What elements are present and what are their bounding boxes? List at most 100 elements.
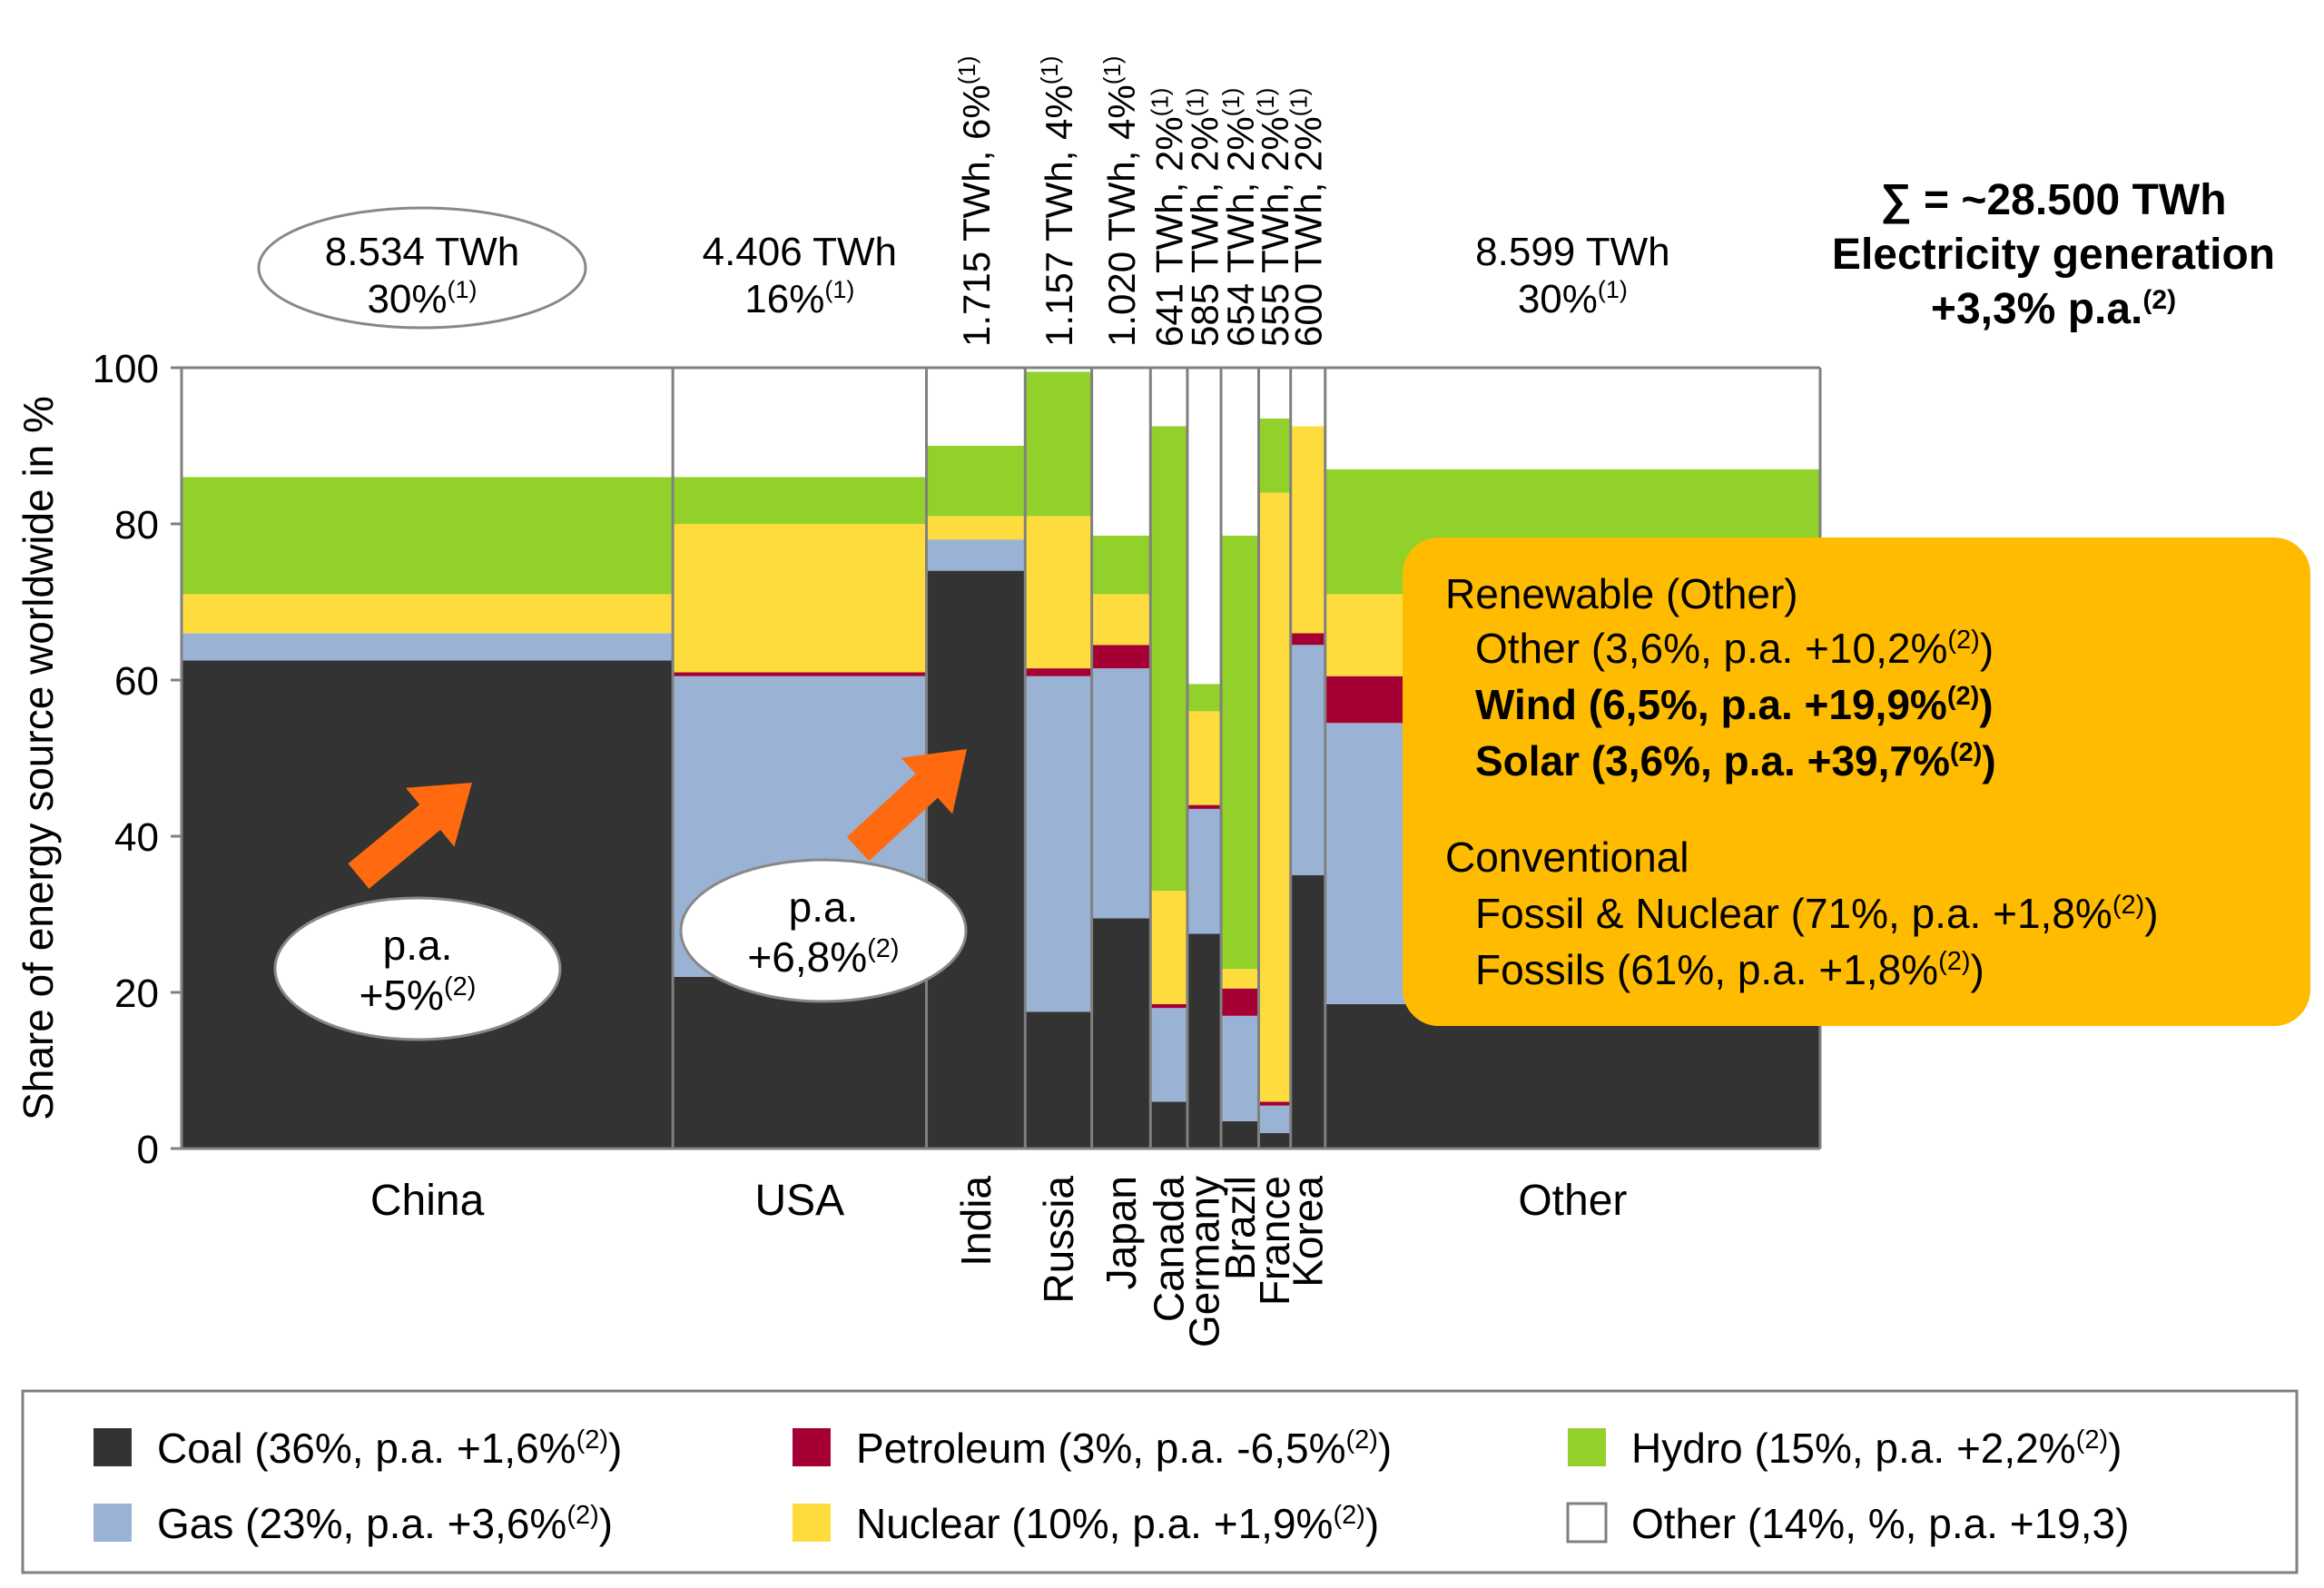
bar-brazil-nuclear [1221,969,1259,989]
y-tick-label: 40 [114,815,159,860]
y-tick-label: 0 [137,1128,159,1172]
bar-canada-hydro [1150,426,1187,892]
top-label-france: 555 TWh, 2%(1) [1252,88,1296,347]
x-label-india: India [952,1176,1000,1267]
growth-bubble-usa [679,858,968,1003]
top-label-brazil: 654 TWh, 2%(1) [1217,88,1262,347]
bar-france-gas [1258,1105,1291,1133]
x-label-brazil: Brazil [1216,1176,1264,1280]
bar-canada-nuclear [1150,891,1187,1004]
y-axis-label: Share of energy source worldwide in % [15,396,62,1120]
growth-bubble-line1: p.a. [383,922,453,969]
total-line2: Electricity generation [1832,231,2275,279]
bar-japan-gas [1091,668,1151,919]
bar-brazil-hydro [1221,535,1259,970]
bar-japan-petroleum [1091,645,1151,669]
x-label-russia: Russia [1035,1176,1082,1304]
growth-bubble-china [273,896,562,1041]
growth-bubble-line1: p.a. [789,883,859,931]
annotations-layer: p.a.+5%(2)p.a.+6,8%(2) [273,748,968,1041]
growth-arrow-china [348,783,473,889]
x-label-china: China [370,1177,485,1225]
info-box-renewable-item: Wind (6,5%, p.a. +19,9%(2)) [1475,681,1994,728]
bar-china-other [182,368,674,478]
top-label-usa-twh: 4.406 TWh [703,230,897,274]
x-label-other: Other [1518,1177,1627,1225]
info-box: Renewable (Other) Other (3,6%, p.a. +10,2… [1403,538,2310,1026]
top-label-russia: 1.157 TWh, 4%(1) [1036,56,1080,348]
bar-canada-petroleum [1150,1003,1187,1009]
bar-france-nuclear [1258,492,1291,1102]
legend-label-nuclear: Nuclear (10%, p.a. +1,9%(2)) [856,1500,1379,1547]
legend-swatch-gas [94,1504,132,1542]
top-label-other-share: 30%(1) [1518,276,1628,321]
legend-label-gas: Gas (23%, p.a. +3,6%(2)) [157,1500,613,1547]
bar-other-other [1324,368,1820,469]
bar-russia-petroleum [1025,668,1092,676]
x-label-canada: Canada [1146,1176,1193,1323]
bar-germany-petroleum [1187,804,1222,809]
bar-india-coal [926,570,1026,1149]
bar-canada-coal [1150,1101,1187,1149]
total-line3: +3,3% p.a.(2) [1931,285,2176,333]
bar-india-other [926,368,1026,446]
x-label-korea: Korea [1285,1176,1332,1287]
legend-swatch-nuclear [793,1504,831,1542]
top-label-other-twh: 8.599 TWh [1475,230,1669,274]
bar-japan-hydro [1091,535,1151,595]
bar-china-nuclear [182,594,674,634]
bar-japan-other [1091,368,1151,536]
y-tick-label: 100 [93,347,159,391]
growth-bubble-line2: +5%(2) [359,972,477,1019]
legend-label-hydro: Hydro (15%, p.a. +2,2%(2)) [1631,1425,2122,1472]
bar-india-hydro [926,446,1026,517]
total-line1: ∑ = ~28.500 TWh [1880,176,2226,224]
axis-layer: 0 20 40 60 80 100 Share of energy source world… [15,347,1820,1172]
bar-usa-hydro [673,477,927,524]
y-tick-label: 20 [114,972,159,1016]
bar-brazil-other [1221,368,1259,536]
bar-russia-gas [1025,676,1092,1012]
bar-germany-coal [1187,933,1222,1149]
bar-usa-nuclear [673,524,927,673]
china-total-ellipse [257,206,587,330]
y-tick-label: 60 [114,659,159,704]
bar-germany-other [1187,368,1222,685]
top-label-germany: 585 TWh, 2%(1) [1181,88,1226,347]
info-box-background [1403,538,2310,1026]
info-box-renewable-item: Solar (3,6%, p.a. +39,7%(2)) [1475,737,1996,784]
top-label-korea: 600 TWh, 2%(1) [1285,88,1330,347]
bar-france-petroleum [1258,1101,1291,1106]
bar-france-hydro [1258,418,1291,493]
bar-france-coal [1258,1132,1291,1149]
bar-russia-hydro [1025,371,1092,517]
legend-swatch-petroleum [793,1428,831,1466]
top-label-usa-share: 16%(1) [744,276,854,321]
bar-usa-coal [673,976,927,1149]
top-label-china-twh: 8.534 TWh [325,230,519,274]
bar-korea-nuclear [1290,426,1325,634]
bar-canada-other [1150,368,1187,427]
bar-china-hydro [182,477,674,595]
y-tick-label: 80 [114,503,159,547]
x-label-france: France [1251,1176,1298,1306]
bar-brazil-petroleum [1221,988,1259,1016]
bar-russia-other [1025,368,1092,372]
bar-korea-other [1290,368,1325,427]
bar-korea-coal [1290,875,1325,1149]
bar-brazil-gas [1221,1015,1259,1121]
top-label-china-share: 30%(1) [367,276,477,321]
info-box-conventional-item: Fossil & Nuclear (71%, p.a. +1,8%(2)) [1475,890,2159,937]
top-label-canada: 641 TWh, 2%(1) [1147,88,1191,347]
bar-japan-coal [1091,918,1151,1149]
bar-france-other [1258,368,1291,419]
x-label-usa: USA [754,1177,844,1225]
bar-germany-hydro [1187,684,1222,712]
legend-swatch-hydro [1568,1428,1606,1466]
bar-china-gas [182,633,674,661]
x-label-japan: Japan [1098,1176,1145,1289]
bar-russia-coal [1025,1011,1092,1149]
info-box-heading-conventional: Conventional [1445,833,1689,881]
legend-frame [21,1389,2299,1574]
